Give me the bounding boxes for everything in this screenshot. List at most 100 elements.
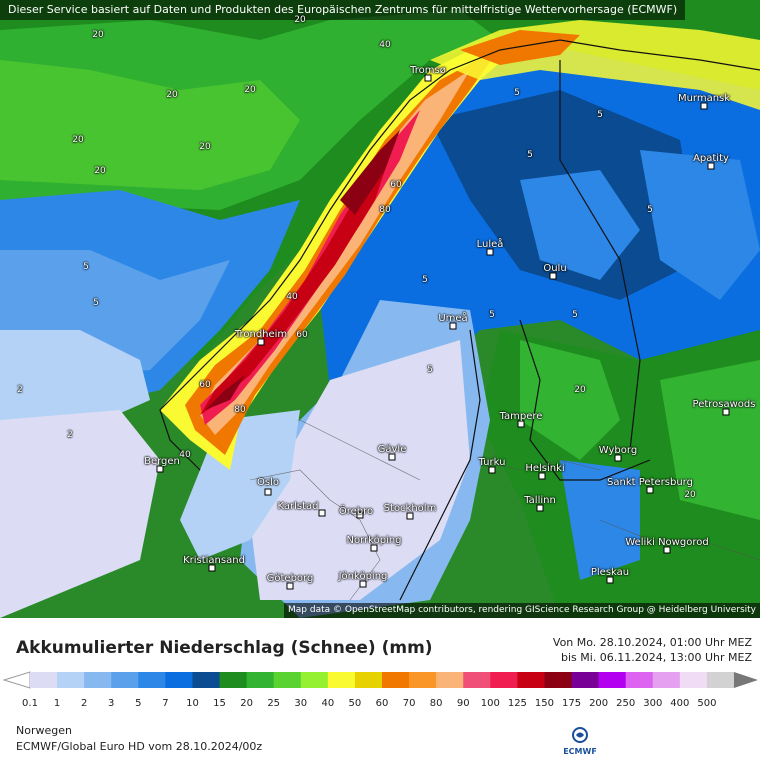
- ecmwf-logo-icon: [572, 727, 588, 743]
- contour-label: 5: [572, 310, 578, 320]
- contour-label: 2: [67, 430, 73, 440]
- city-dot: [722, 408, 730, 416]
- legend-swatch: [706, 672, 735, 688]
- legend-tick-label: 40: [321, 698, 334, 709]
- contour-label: 60: [199, 380, 211, 390]
- legend-swatch: [382, 672, 410, 688]
- legend-tick-label: 2: [81, 698, 87, 709]
- city-dot: [156, 465, 164, 473]
- contour-label: 20: [92, 30, 104, 40]
- legend-arrow-right: [734, 672, 758, 688]
- contour-label: 20: [94, 166, 106, 176]
- legend-tick-label: 5: [135, 698, 141, 709]
- legend-tick-label: 25: [267, 698, 280, 709]
- contour-label: 5: [597, 110, 603, 120]
- city-dot: [614, 454, 622, 462]
- city-label: Örebro: [338, 506, 374, 517]
- legend-tick-label: 10: [186, 698, 199, 709]
- legend-tick-label: 7: [162, 698, 168, 709]
- contour-label: 5: [527, 150, 533, 160]
- city-label: Göteborg: [266, 573, 314, 584]
- legend-swatch: [273, 672, 302, 688]
- legend-swatch: [138, 672, 166, 688]
- legend-swatch: [463, 672, 491, 688]
- city-label: Weliki Nowgorod: [625, 537, 709, 548]
- contour-label: 20: [199, 142, 211, 152]
- attribution-top: Dieser Service basiert auf Daten und Pro…: [0, 0, 686, 20]
- legend-swatch: [300, 672, 329, 688]
- legend-swatch: [165, 672, 193, 688]
- legend-tick-label: 300: [643, 698, 662, 709]
- city-label: Oulu: [543, 263, 567, 274]
- legend-tick-label: 175: [562, 698, 581, 709]
- legend-tick-label: 150: [535, 698, 554, 709]
- city-dot: [286, 582, 294, 590]
- legend-swatch: [679, 672, 708, 688]
- city-dot: [318, 509, 326, 517]
- legend-swatch: [192, 672, 221, 688]
- legend-swatch: [30, 672, 58, 688]
- legend-swatch: [652, 672, 681, 688]
- city-dot: [208, 564, 216, 572]
- city-dot: [707, 162, 715, 170]
- city-label: Norrköping: [346, 535, 402, 546]
- city-dot: [549, 272, 557, 280]
- city-dot: [606, 576, 614, 584]
- city-label: Stockholm: [383, 503, 437, 514]
- contour-label: 20: [294, 15, 306, 25]
- contour-label: 20: [72, 135, 84, 145]
- legend-tick-label: 125: [508, 698, 527, 709]
- legend-swatch: [354, 672, 383, 688]
- legend-tick-label: 80: [430, 698, 443, 709]
- city-label: Trondheim: [234, 329, 288, 340]
- city-label: Petrosawods: [692, 399, 756, 410]
- color-legend: 0.1 1 2 3 5 7 10 15 20 25 30 40 50 60 70 80 90 100 125 150 1…: [2, 671, 758, 709]
- contour-label: 20: [166, 90, 178, 100]
- legend-tick-label: 70: [403, 698, 416, 709]
- contour-label: 20: [684, 490, 696, 500]
- legend-swatch: [517, 672, 545, 688]
- city-dot: [406, 512, 414, 520]
- legend-tick-label: 1: [54, 698, 60, 709]
- legend-swatch: [409, 672, 437, 688]
- city-dot: [663, 546, 671, 554]
- legend-tick-label: 0.1: [22, 698, 38, 709]
- city-label: Bergen: [144, 456, 180, 467]
- legend-tick-label: 90: [457, 698, 470, 709]
- city-dot: [356, 511, 364, 519]
- city-dot: [424, 74, 432, 82]
- city-label: Gävle: [377, 444, 407, 455]
- contour-label: 40: [179, 450, 191, 460]
- city-label: Turku: [478, 457, 506, 468]
- contour-label: 5: [83, 262, 89, 272]
- contour-label: 80: [234, 405, 246, 415]
- city-label: Helsinki: [525, 463, 565, 474]
- legend-swatch: [219, 672, 248, 688]
- legend-swatch: [598, 672, 627, 688]
- legend-title: Akkumulierter Niederschlag (Schnee) (mm): [16, 638, 433, 658]
- city-label: Murmansk: [677, 93, 731, 104]
- contour-label: 40: [379, 40, 391, 50]
- legend-tick-label: 500: [697, 698, 716, 709]
- contour-label: 20: [244, 85, 256, 95]
- city-dot: [486, 248, 494, 256]
- city-label: Tallinn: [524, 495, 556, 506]
- contour-label: 40: [286, 292, 298, 302]
- contour-label: 5: [427, 365, 433, 375]
- city-label: Kristiansand: [183, 555, 245, 566]
- city-dot: [388, 453, 396, 461]
- city-label: Tromsø: [410, 65, 446, 76]
- region-label: Norwegen: [16, 724, 72, 737]
- legend-tick-label: 400: [670, 698, 689, 709]
- contour-label: 5: [489, 310, 495, 320]
- map-canvas: [0, 0, 760, 618]
- legend-tick-label: 100: [481, 698, 500, 709]
- ecmwf-logo: ECMWF: [560, 727, 600, 756]
- legend-tick-label: 20: [240, 698, 253, 709]
- city-dot: [700, 102, 708, 110]
- legend-swatch: [57, 672, 85, 688]
- contour-label: 60: [296, 330, 308, 340]
- legend-tick-label: 250: [616, 698, 635, 709]
- contour-label: 80: [379, 205, 391, 215]
- contour-label: 5: [647, 205, 653, 215]
